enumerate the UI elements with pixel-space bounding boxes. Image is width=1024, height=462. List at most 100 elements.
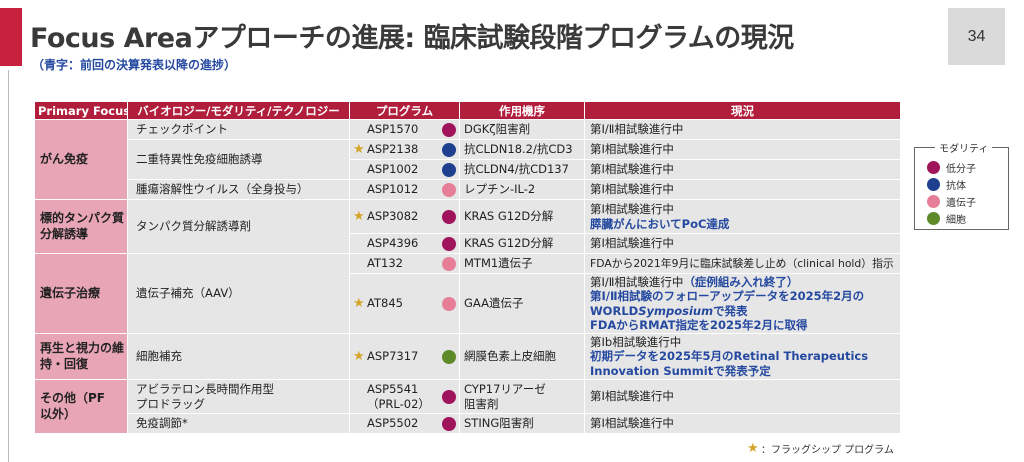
- status-text: 第Ⅰb相試験進行中: [590, 334, 682, 349]
- program-cell: ASP4396: [349, 233, 460, 254]
- program-name: ASP5541 （PRL-02）: [367, 382, 439, 411]
- header-primary-focus: Primary Focus: [34, 101, 128, 120]
- table-row: その他（PF以外） アビラテロン長時間作用型 プロドラッグ ASP5541 （P…: [34, 379, 901, 434]
- program-cell: ★ ASP2138: [349, 139, 460, 160]
- title-accent-bar: [0, 8, 22, 66]
- focus-label: その他（PF以外）: [40, 390, 105, 421]
- cell-dot-icon: [442, 349, 456, 364]
- biology-cell: 遺伝子補充（AAV）: [127, 253, 350, 334]
- legend-item-antibody: 抗体: [927, 177, 966, 192]
- flagship-star-icon: ★: [353, 209, 365, 224]
- antibody-dot-icon: [927, 178, 940, 191]
- page-number: 34: [948, 8, 1005, 65]
- page-subtitle: （青字：前回の決算発表以降の進捗）: [32, 58, 237, 72]
- mechanism-cell: 抗CLDN18.2/抗CD3: [459, 139, 585, 160]
- table-row: ASP1002 抗CLDN4/抗CD137 第Ⅰ相試験進行中: [35, 159, 901, 180]
- legend-item-gene: 遺伝子: [927, 194, 976, 209]
- table-row: 二重特異性免疫細胞誘導 ★ ASP2138 抗CLDN18.2/抗CD3 第Ⅰ相試…: [35, 139, 901, 180]
- progress-text: 膵臓がんにおいてPoC達成: [590, 216, 730, 231]
- program-name: ASP1012: [367, 182, 419, 197]
- program-cell: ASP5502: [349, 413, 460, 434]
- focus-gene-therapy: 遺伝子治療: [34, 253, 128, 334]
- status-cell: 第Ⅰ相試験進行中: [584, 379, 901, 414]
- gene-dot-icon: [442, 256, 456, 271]
- progress-text: WORLD: [590, 303, 639, 318]
- program-name: ASP2138: [367, 142, 419, 157]
- program-cell: ASP1002: [349, 159, 460, 180]
- legend-label: 抗体: [946, 181, 966, 192]
- focus-protein-degradation: 標的タンパク質分解誘導: [34, 199, 128, 254]
- progress-text: （症例組み入れ終了）: [683, 274, 799, 289]
- legend-label: 遺伝子: [946, 198, 976, 209]
- flagship-footnote: ★ ：フラッグシップ プログラム: [747, 441, 894, 456]
- mechanism-line: CYP17リアーゼ: [464, 382, 546, 397]
- program-cell: ★ AT845: [349, 273, 460, 334]
- table-row: 再生と視力の維持・回復 細胞補充 ★ ASP7317 網膜色素上皮細胞 第Ⅰb相試…: [34, 333, 901, 380]
- small-molecule-dot-icon: [442, 389, 456, 404]
- program-line: ASP5541: [367, 382, 419, 397]
- table-row: ASP4396 KRAS G12D分解 第Ⅰ相試験進行中: [35, 233, 901, 254]
- header-biology: バイオロジー/モダリティ/テクノロジー: [127, 101, 350, 120]
- header-mechanism: 作用機序: [459, 101, 585, 120]
- legend-item-cell: 細胞: [927, 211, 966, 226]
- gene-dot-icon: [442, 296, 456, 311]
- status-cell: 第Ⅰ相試験進行中: [584, 159, 901, 180]
- program-name: ASP7317: [367, 349, 419, 364]
- focus-regeneration: 再生と視力の維持・回復: [34, 333, 128, 380]
- flagship-star-icon: ★: [353, 349, 365, 364]
- status-line: 第Ⅰ/Ⅱ相試験進行中（症例組み入れ終了）: [590, 275, 896, 289]
- program-status-table: Primary Focus バイオロジー/モダリティ/テクノロジー プログラム …: [34, 101, 901, 434]
- program-name: ASP5502: [367, 416, 419, 431]
- status-cell: 第Ⅰ/Ⅱ相試験進行中（症例組み入れ終了） 第Ⅰ/Ⅱ相試験のフォローアップデータを…: [584, 273, 901, 334]
- progress-text: Innovation Summitで発表予定: [590, 363, 771, 378]
- program-name: AT132: [367, 256, 403, 271]
- mechanism-cell: 抗CLDN4/抗CD137: [459, 159, 585, 180]
- status-cell: 第Ⅰ相試験進行中: [584, 233, 901, 254]
- table-row: 免疫調節* ASP5502 STING阻害剤 第Ⅰ相試験進行中: [35, 413, 901, 434]
- program-line: （PRL-02）: [367, 396, 430, 411]
- flagship-star-icon: ★: [353, 296, 365, 311]
- left-divider: [8, 70, 9, 462]
- progress-text: Symposium: [638, 303, 714, 318]
- mechanism-line: 阻害剤: [464, 396, 499, 411]
- status-cell: 第Ⅰ相試験進行中: [584, 179, 901, 200]
- status-cell: 第Ⅰ/Ⅱ相試験進行中: [584, 119, 901, 140]
- program-name: ASP1002: [367, 162, 419, 177]
- biology-line: プロドラッグ: [136, 396, 205, 411]
- footnote-text: ：フラッグシップ プログラム: [761, 445, 894, 456]
- antibody-dot-icon: [442, 162, 456, 177]
- program-cell: ★ ASP7317: [349, 333, 460, 380]
- mechanism-cell: CYP17リアーゼ 阻害剤: [459, 379, 585, 414]
- status-cell: 第Ⅰ相試験進行中: [584, 413, 901, 434]
- legend-title: モダリティ: [935, 140, 993, 155]
- biology-cell: 腫瘍溶解性ウイルス（全身投与）: [127, 179, 350, 200]
- biology-cell: 細胞補充: [127, 333, 350, 380]
- small-molecule-dot-icon: [927, 161, 940, 174]
- program-name: AT845: [367, 296, 403, 311]
- focus-label: 標的タンパク質分解誘導: [40, 210, 125, 241]
- program-cell: ASP5541 （PRL-02）: [349, 379, 460, 414]
- mechanism-cell: KRAS G12D分解: [459, 199, 585, 234]
- status-cell: 第Ⅰb相試験進行中 初期データを2025年5月のRetinal Therapeu…: [584, 333, 901, 380]
- small-molecule-dot-icon: [442, 236, 456, 251]
- focus-label: 再生と視力の維持・回復: [40, 340, 125, 371]
- progress-text: 第Ⅰ/Ⅱ相試験のフォローアップデータを2025年2月の: [590, 289, 865, 304]
- modality-legend: モダリティ 低分子 抗体 遺伝子 細胞: [914, 140, 1009, 230]
- biology-cell: タンパク質分解誘導剤: [127, 199, 350, 254]
- mechanism-cell: STING阻害剤: [459, 413, 585, 434]
- table-row: がん免疫 チェックポイント ASP1570 DGKζ阻害剤 第Ⅰ/Ⅱ相試験進行中: [34, 119, 901, 200]
- legend-label: 細胞: [946, 215, 966, 226]
- mechanism-cell: レプチン-IL-2: [459, 179, 585, 200]
- mechanism-cell: 網膜色素上皮細胞: [459, 333, 585, 380]
- biology-cell: 二重特異性免疫細胞誘導: [127, 139, 350, 180]
- biology-cell: アビラテロン長時間作用型 プロドラッグ: [127, 379, 350, 414]
- progress-line: WORLDSymposiumで発表: [590, 304, 896, 318]
- header-program: プログラム: [349, 101, 460, 120]
- program-name: ASP1570: [367, 122, 419, 137]
- legend-item-small-molecule: 低分子: [927, 160, 976, 175]
- flagship-star-icon: ★: [353, 142, 365, 157]
- program-cell: ★ ASP3082: [349, 199, 460, 234]
- small-molecule-dot-icon: [442, 122, 456, 137]
- program-cell: ASP1570: [349, 119, 460, 140]
- program-cell: AT132: [349, 253, 460, 274]
